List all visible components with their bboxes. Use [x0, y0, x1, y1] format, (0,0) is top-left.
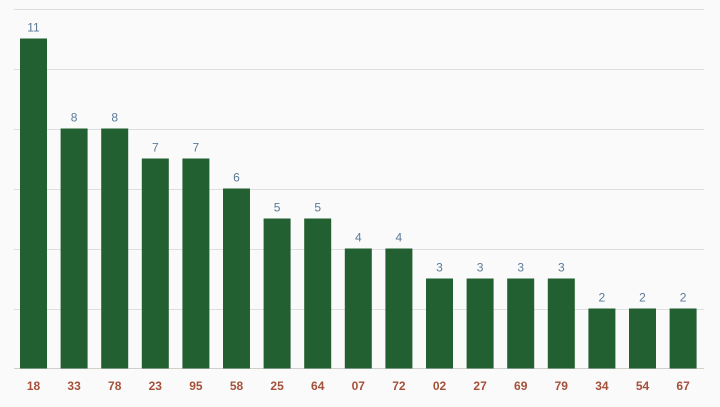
bar-value-label: 11: [27, 21, 40, 35]
bar-value-label: 2: [599, 291, 606, 305]
bar: [385, 248, 413, 369]
bar-value-label: 8: [111, 111, 118, 125]
bar: [141, 158, 169, 369]
x-tick-label: 69: [514, 379, 528, 393]
x-tick-label: 79: [555, 379, 569, 393]
x-tick-label: 72: [392, 379, 406, 393]
bar-value-label: 6: [233, 171, 240, 185]
bar-value-label: 7: [193, 141, 200, 155]
bar: [101, 128, 129, 369]
bar-value-label: 2: [680, 291, 687, 305]
bar: [60, 128, 88, 369]
bar-value-label: 3: [517, 261, 524, 275]
bar: [588, 308, 616, 369]
bar-value-label: 3: [477, 261, 484, 275]
bar: [507, 278, 535, 369]
bar: [426, 278, 453, 369]
bar-value-label: 3: [558, 261, 565, 275]
bar-value-label: 7: [152, 141, 159, 155]
bar: [263, 218, 291, 369]
bar: [669, 308, 697, 369]
x-tick-label: 27: [473, 379, 487, 393]
x-tick-label: 25: [270, 379, 284, 393]
x-tick-label: 18: [27, 379, 41, 393]
x-tick-label: 78: [108, 379, 122, 393]
bar-value-label: 5: [314, 201, 321, 215]
x-tick-label: 23: [149, 379, 163, 393]
bar: [223, 188, 250, 369]
x-tick-label: 33: [67, 379, 81, 393]
bar-value-label: 3: [436, 261, 443, 275]
x-tick-label: 02: [433, 379, 447, 393]
value-labels-group: 11 8 8 7 7 6 5 5 4 4 3 3 3 3 2 2 2: [27, 21, 686, 305]
bar: [182, 158, 210, 369]
bar-value-label: 4: [355, 231, 362, 245]
x-tick-label: 58: [230, 379, 244, 393]
x-tick-label: 64: [311, 379, 325, 393]
bars-group: [20, 38, 697, 369]
bar: [344, 248, 372, 369]
bar-value-label: 4: [396, 231, 403, 245]
gridlines: [14, 9, 704, 369]
x-tick-label: 95: [189, 379, 203, 393]
bar: [629, 308, 656, 369]
bar-value-label: 5: [274, 201, 281, 215]
x-tick-label: 54: [636, 379, 650, 393]
bar-value-label: 8: [71, 111, 78, 125]
bar: [547, 278, 575, 369]
category-labels-group: 18 33 78 23 95 58 25 64 07 72 02 27 69 79 34 54 67: [27, 379, 690, 393]
x-tick-label: 34: [595, 379, 609, 393]
x-tick-label: 67: [676, 379, 690, 393]
x-tick-label: 07: [352, 379, 366, 393]
bar: [466, 278, 494, 369]
bar: [20, 38, 47, 369]
bar-value-label: 2: [639, 291, 646, 305]
bar: [304, 218, 332, 369]
